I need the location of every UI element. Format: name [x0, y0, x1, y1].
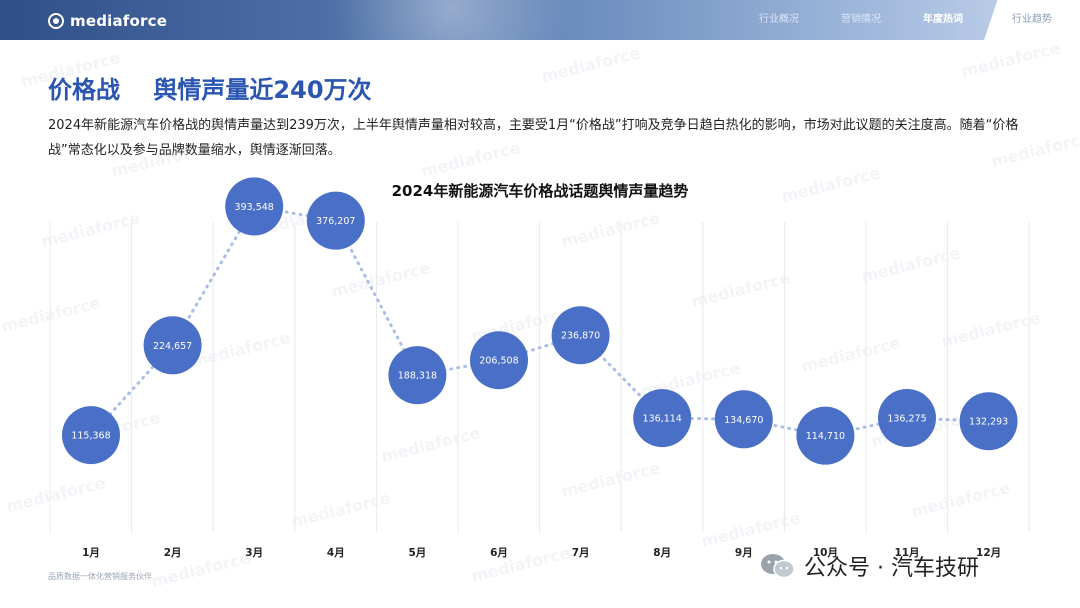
data-point-marker	[62, 406, 120, 465]
data-point-marker	[796, 406, 855, 465]
section-tabs: 行业概况 营销情况 年度热词 行业趋势	[738, 0, 1080, 40]
data-point-marker	[878, 388, 936, 447]
tab-industry-overview[interactable]: 行业概况	[759, 14, 799, 25]
x-tick-label: 10月	[813, 547, 838, 559]
data-label: 236,870	[561, 331, 600, 342]
data-point-marker	[225, 177, 284, 236]
data-label: 206,508	[479, 356, 518, 367]
chart-title: 2024年新能源汽车价格战话题舆情声量趋势	[391, 182, 689, 200]
data-label: 393,548	[235, 202, 274, 213]
x-tick-label: 6月	[490, 547, 508, 559]
data-point-marker	[470, 331, 528, 390]
banner-graphic	[330, 0, 630, 40]
tab-marketing[interactable]: 营销情况	[841, 14, 881, 25]
page-description: 2024年新能源汽车价格战的舆情声量达到239万次，上半年舆情声量相对较高，主要…	[48, 118, 1019, 158]
brand-logo[interactable]: mediaforce	[48, 12, 167, 30]
x-tick-label: 2月	[164, 547, 182, 559]
data-point-marker	[633, 389, 692, 448]
x-tick-label: 5月	[408, 547, 426, 559]
x-tick-label: 3月	[245, 547, 263, 559]
data-label: 114,710	[806, 431, 845, 442]
x-tick-label: 12月	[976, 547, 1001, 559]
data-label: 136,275	[887, 413, 926, 424]
x-tick-label: 11月	[894, 547, 919, 559]
data-point-marker	[551, 306, 610, 365]
data-label: 134,670	[724, 415, 763, 426]
wechat-account[interactable]: 公众号 · 汽车技研	[760, 550, 979, 582]
data-point-marker	[714, 390, 773, 449]
data-label: 376,207	[316, 216, 355, 227]
x-tick-label: 9月	[735, 547, 753, 559]
data-label: 224,657	[153, 341, 192, 352]
mediaforce-logo-icon	[48, 13, 64, 29]
x-tick-label: 4月	[327, 547, 345, 559]
wechat-label: 公众号 · 汽车技研	[804, 556, 979, 581]
x-tick-label: 1月	[82, 547, 100, 559]
data-point-marker	[143, 316, 202, 375]
page-title: 价格战 舆情声量近240万次	[48, 76, 372, 104]
data-point-marker	[306, 191, 365, 250]
data-point-marker	[388, 346, 447, 405]
footer-note: 品质数据一体化营销服务伙伴	[48, 572, 152, 581]
data-label: 136,114	[643, 414, 682, 425]
data-point-marker	[959, 392, 1018, 451]
wechat-icon	[760, 552, 796, 580]
x-tick-label: 7月	[572, 547, 590, 559]
x-tick-label: 8月	[653, 547, 671, 559]
top-banner: mediaforce 行业概况 营销情况 年度热词 行业趋势	[0, 0, 1080, 40]
data-label: 188,318	[398, 371, 437, 382]
tab-industry-trends[interactable]: 行业趋势	[984, 0, 1080, 40]
data-label: 132,293	[969, 417, 1008, 428]
tab-annual-keywords[interactable]: 年度热词	[923, 14, 963, 25]
brand-name: mediaforce	[70, 12, 168, 30]
data-label: 115,368	[71, 431, 110, 442]
